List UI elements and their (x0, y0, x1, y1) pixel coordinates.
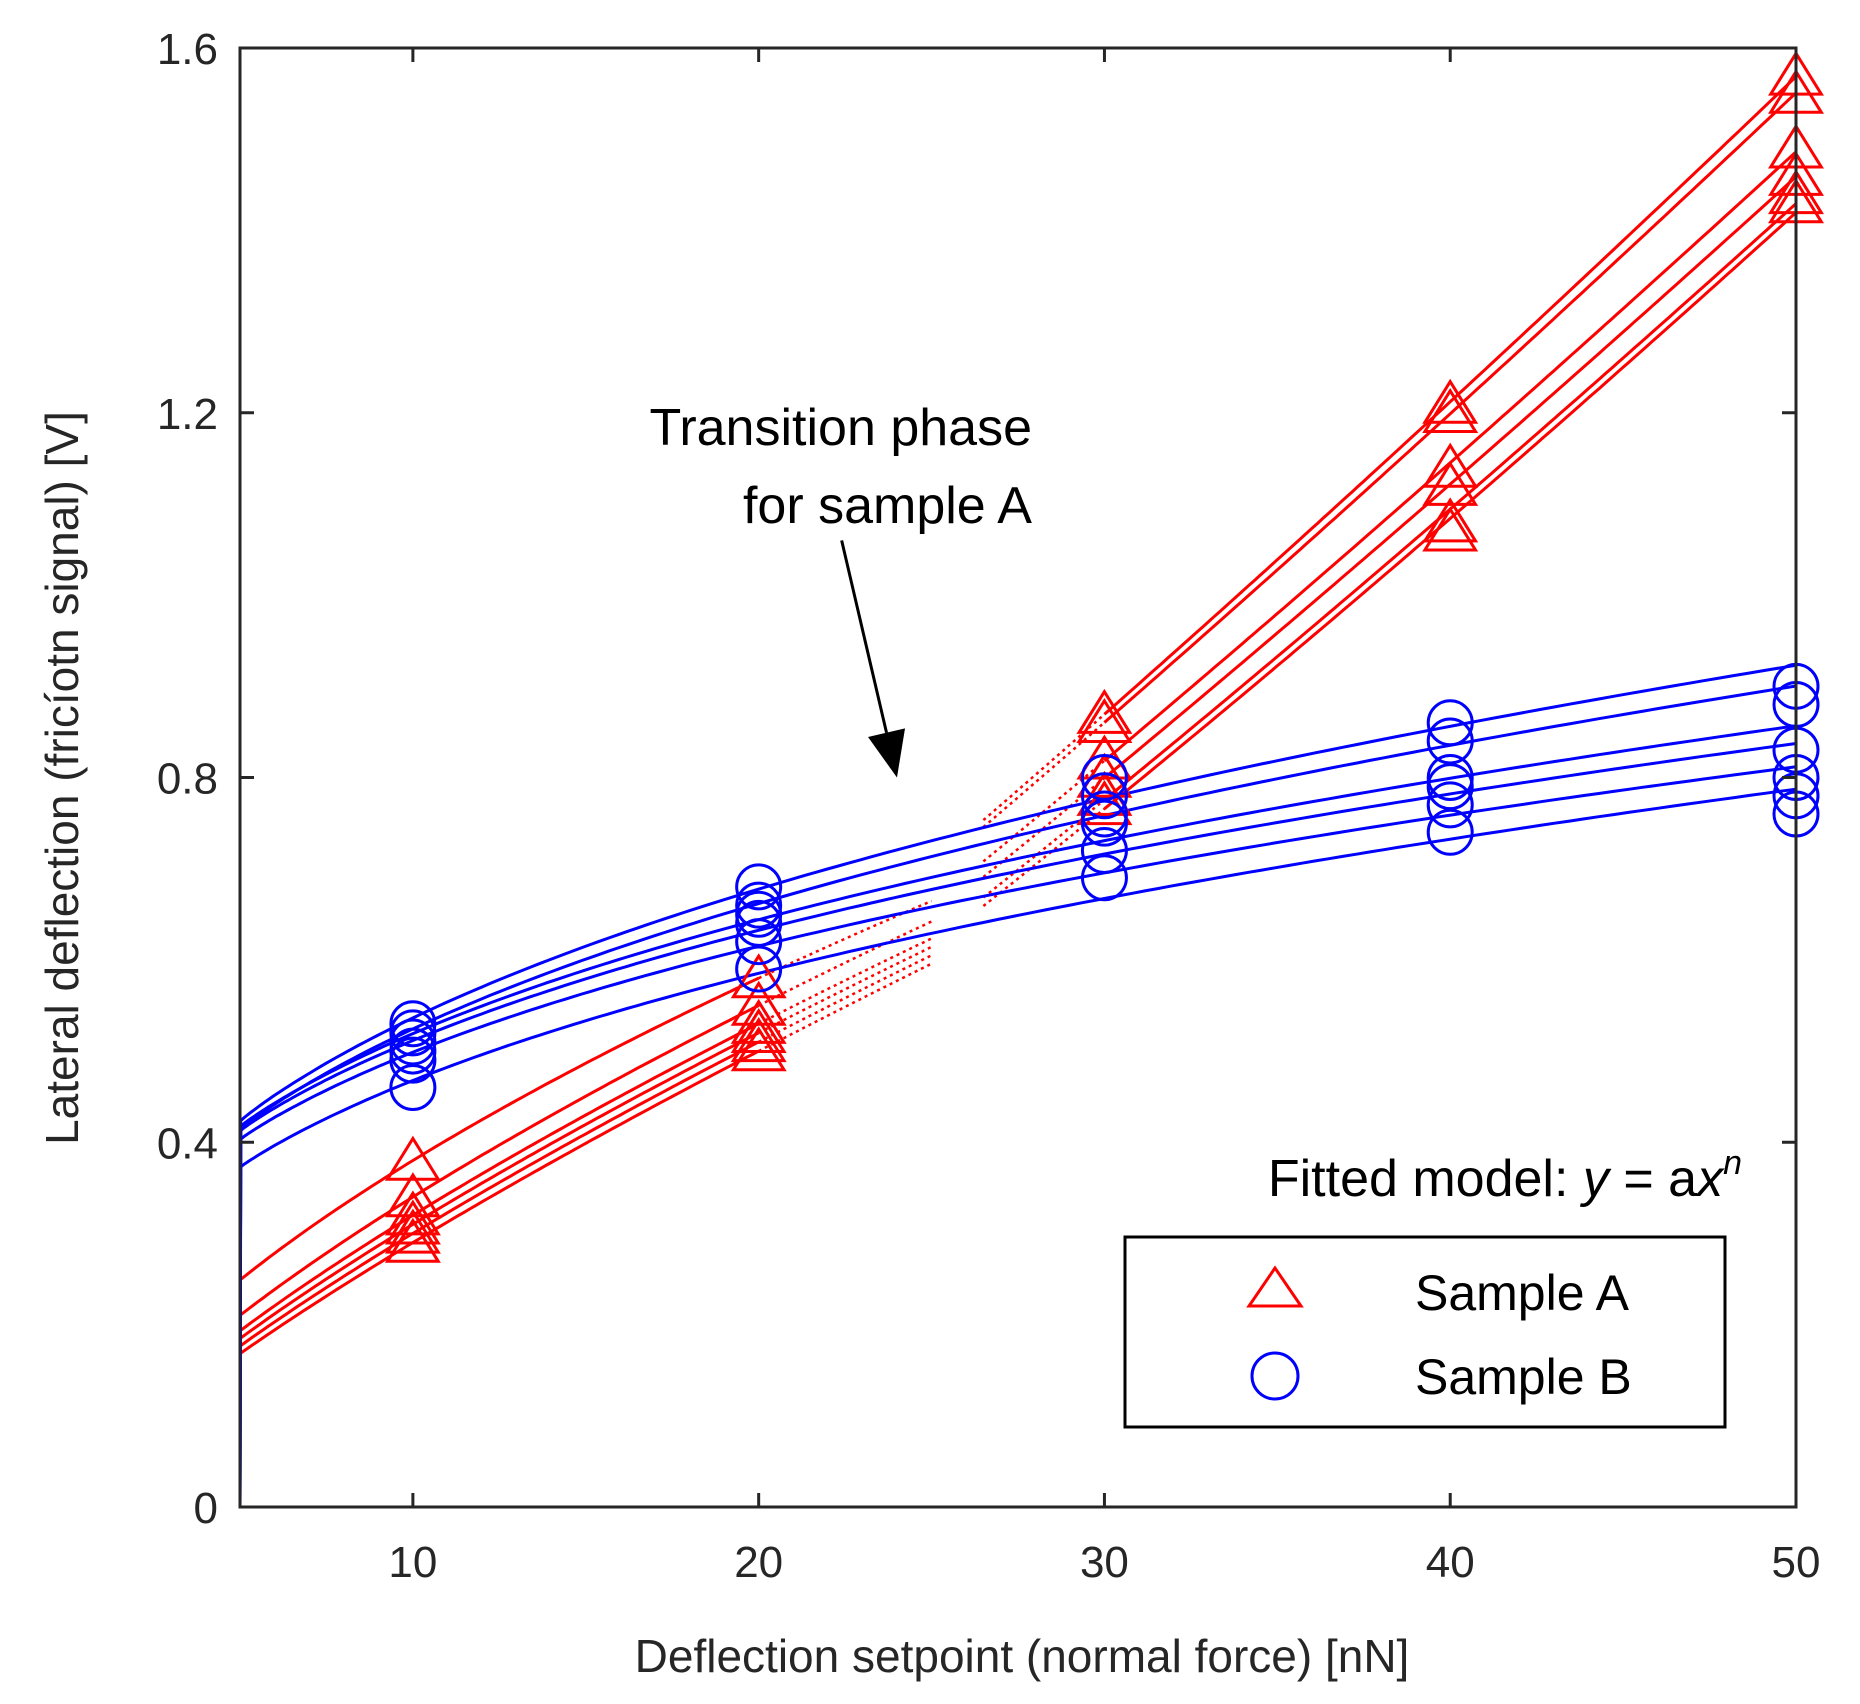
sample-a-fit-low (239, 976, 760, 1282)
arrow-head (868, 728, 906, 778)
x-tick-label: 30 (1080, 1538, 1129, 1587)
sample-a-marker (384, 1208, 441, 1254)
sample-b-marker (389, 1000, 437, 1048)
model-prefix: Fitted model: (1268, 1150, 1583, 1208)
sample-b-marker (389, 1027, 437, 1075)
sample-b-marker (735, 890, 783, 938)
legend-label-sample-a: Sample A (1415, 1265, 1630, 1321)
fitted-model-label: Fitted model: y = axn (1268, 1144, 1742, 1208)
annotation-line-2: for sample A (743, 477, 1032, 535)
sample-b-marker (389, 1064, 437, 1112)
sample-a-marker (1076, 697, 1133, 743)
sample-b-fit (238, 663, 1797, 1508)
sample-b-marker (389, 1018, 437, 1066)
model-y: y (1580, 1150, 1612, 1208)
model-eq: = a (1609, 1150, 1697, 1208)
x-tick-label: 10 (388, 1538, 437, 1587)
sample-b-marker (389, 1036, 437, 1084)
sample-a-marker (730, 998, 787, 1044)
sample-a-marker (1076, 752, 1133, 798)
sample-a-extrapolation-high (982, 798, 1106, 899)
model-exponent: n (1723, 1144, 1742, 1182)
sample-b-marker (735, 918, 783, 966)
legend-label-sample-b: Sample B (1415, 1349, 1632, 1405)
sample-a-fit-high (1103, 91, 1798, 724)
sample-b-marker (735, 899, 783, 947)
sample-b-marker (1426, 699, 1474, 747)
sample-a-marker (730, 1017, 787, 1063)
sample-b-marker (735, 863, 783, 911)
x-tick-label: 20 (734, 1538, 783, 1587)
sample-b-marker (1080, 826, 1128, 874)
x-tick-label: 50 (1772, 1538, 1821, 1587)
sample-a-fit-low (239, 1040, 760, 1348)
sample-a-fit-low (239, 1004, 760, 1317)
x-tick-label: 40 (1426, 1538, 1475, 1587)
legend-box (1123, 1235, 1727, 1429)
sample-a-marker (384, 1172, 441, 1218)
annotation-line-1: Transition phase (649, 399, 1032, 457)
sample-a-fit-high (1103, 211, 1798, 810)
sample-b-marker (735, 945, 783, 993)
sample-a-fit-high (1103, 75, 1798, 716)
sample-b-marker (1080, 799, 1128, 847)
transition-annotation: Transition phase for sample A (649, 399, 1032, 778)
arrow-shaft (840, 540, 888, 734)
sample-a-fit-low (239, 1049, 760, 1355)
sample-a-extrapolation-low (758, 962, 933, 1053)
sample-a-marker (1422, 497, 1479, 543)
sample-a-fit-low (239, 1022, 760, 1333)
y-tick-label: 0.8 (157, 755, 218, 804)
sample-a-marker (384, 1217, 441, 1263)
sample-a-extrapolation-high (982, 807, 1106, 907)
axis-ticks: 10 20 30 40 50 0 0.4 0.8 1.2 1.6 (157, 25, 1821, 1587)
sample-b-marker (1080, 754, 1128, 801)
y-axis-label: Lateral deflection (fricíotn signal) [V] (36, 411, 88, 1145)
y-tick-label: 0.4 (157, 1119, 218, 1168)
sample-a-marker (730, 980, 787, 1026)
legend-marker-sample-b (1250, 1351, 1300, 1401)
sample-a-marker (730, 1007, 787, 1053)
x-axis-label: Deflection setpoint (normal force) [nN] (635, 1630, 1410, 1682)
sample-a-marker (384, 1190, 441, 1236)
sample-b-marker (1426, 717, 1474, 765)
sample-b-marker (1426, 763, 1474, 811)
sample-a-marker (1422, 460, 1479, 506)
sample-b-fit (238, 787, 1797, 1508)
y-tick-label: 0 (194, 1484, 218, 1533)
sample-a-extrapolation-low (758, 954, 933, 1044)
sample-a-marker (1422, 506, 1479, 552)
sample-b-marker (1080, 772, 1128, 820)
legend: Sample A Sample B (1123, 1235, 1727, 1429)
sample-b-marker (1426, 781, 1474, 829)
sample-b-marker (389, 1009, 437, 1057)
sample-b-marker (1426, 754, 1474, 801)
sample-a-fit-low (239, 1031, 760, 1340)
sample-a-marker (384, 1135, 441, 1181)
model-x: x (1694, 1150, 1725, 1208)
y-tick-label: 1.6 (157, 25, 218, 74)
sample-a-marker (730, 1026, 787, 1072)
y-tick-label: 1.2 (157, 390, 218, 439)
legend-marker-sample-a (1246, 1265, 1304, 1308)
sample-b-marker (1426, 808, 1474, 856)
sample-a-marker (1076, 780, 1133, 826)
sample-a-fit-high (1103, 175, 1798, 780)
sample-a-marker (1076, 734, 1133, 780)
sample-a-marker (1076, 688, 1133, 734)
sample-a-marker (384, 1199, 441, 1245)
sample-b-marker (735, 881, 783, 929)
sample-a-marker (1422, 387, 1479, 433)
sample-b-marker (1080, 854, 1128, 902)
sample-a-marker (1422, 378, 1479, 424)
sample-a-marker (730, 953, 787, 999)
annotation-arrow (840, 540, 906, 778)
sample-b-marker (1080, 790, 1128, 838)
sample-a-marker (1422, 442, 1479, 488)
